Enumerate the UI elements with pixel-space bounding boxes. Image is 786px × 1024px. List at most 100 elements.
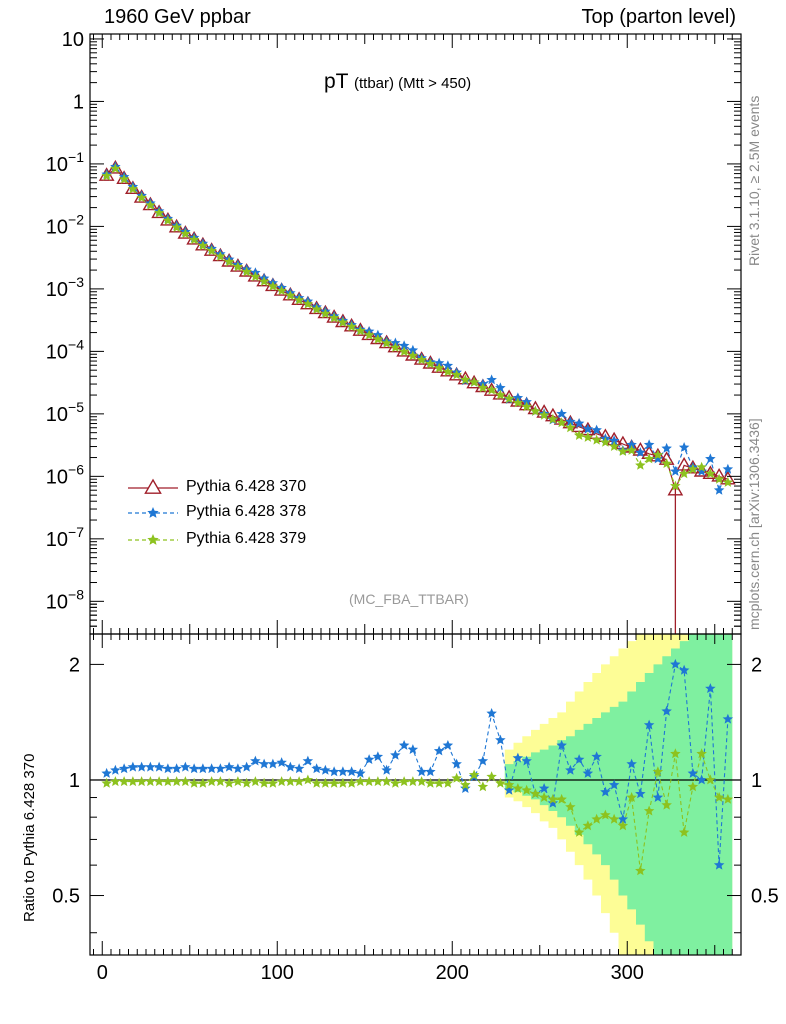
ratio-marker-378 — [311, 763, 322, 774]
main-marker-379 — [390, 342, 401, 352]
main-marker-370 — [457, 370, 474, 385]
main-marker-379 — [311, 303, 322, 314]
main-marker-379 — [722, 476, 734, 487]
ratio-marker-378 — [678, 664, 690, 675]
ratio-marker-379 — [573, 826, 585, 837]
main-marker-379 — [127, 183, 139, 194]
legend-label-378: Pythia 6.428 378 — [186, 503, 307, 520]
ratio-marker-378 — [355, 767, 366, 778]
ratio-ytick-label-right: 0.5 — [751, 886, 779, 908]
main-series-lines — [106, 165, 729, 634]
ratio-band-green — [504, 634, 733, 955]
ratio-marker-378 — [617, 813, 629, 824]
xtick-label: 100 — [261, 962, 294, 984]
ratio-marker-379 — [460, 779, 471, 790]
main-marker-379 — [573, 430, 585, 440]
ratio-marker-379 — [547, 793, 559, 804]
main-marker-379 — [512, 397, 524, 408]
ratio-marker-378 — [206, 763, 217, 774]
ratio-marker-378 — [565, 764, 576, 775]
ratio-marker-379 — [241, 777, 252, 788]
ratio-y-axis-label: Ratio to Pythia 6.428 370 — [21, 753, 38, 922]
ratio-ytick-label-right: 1 — [751, 770, 762, 792]
ratio-marker-379 — [670, 748, 681, 759]
legend-marker-379 — [147, 534, 159, 545]
main-ytick-label: 10−5 — [46, 399, 84, 426]
legend-marker-378 — [147, 507, 159, 518]
ratio-marker-378 — [503, 784, 515, 795]
main-marker-370 — [509, 393, 526, 407]
ratio-marker-378 — [661, 705, 672, 716]
ratio-marker-378 — [258, 758, 270, 769]
header-right: Top (parton level) — [581, 6, 736, 28]
main-marker-379 — [477, 382, 489, 393]
main-series-markers — [98, 159, 736, 496]
ratio-marker-378 — [643, 719, 655, 730]
ratio-marker-378 — [136, 761, 147, 772]
ratio-marker-379 — [425, 777, 436, 788]
ratio-marker-378 — [118, 763, 130, 774]
legend-marker-370 — [144, 478, 162, 494]
legend-label-370: Pythia 6.428 370 — [186, 478, 307, 495]
analysis-tag: (MC_FBA_TTBAR) — [349, 591, 469, 607]
ratio-series-markers — [101, 658, 734, 876]
ratio-marker-378 — [626, 758, 637, 769]
main-marker-378 — [565, 416, 576, 427]
ratio-marker-379 — [477, 781, 489, 792]
ratio-marker-378 — [188, 763, 200, 774]
ratio-marker-379 — [486, 771, 497, 782]
ratio-marker-379 — [565, 801, 576, 812]
main-marker-379 — [302, 298, 314, 309]
ratio-marker-378 — [381, 764, 392, 775]
ratio-marker-379 — [153, 776, 165, 787]
main-marker-379 — [486, 384, 497, 395]
main-marker-379 — [433, 362, 445, 373]
ratio-marker-378 — [328, 766, 340, 777]
main-marker-379 — [363, 329, 375, 340]
main-marker-379 — [495, 389, 506, 400]
main-marker-378 — [573, 418, 585, 428]
main-marker-379 — [241, 266, 252, 277]
main-marker-379 — [608, 441, 620, 451]
ratio-marker-378 — [171, 763, 182, 774]
main-ytick-label: 10−1 — [46, 149, 84, 176]
main-marker-379 — [521, 401, 532, 412]
main-marker-379 — [206, 245, 217, 256]
main-marker-378 — [678, 442, 690, 452]
main-marker-379 — [320, 308, 331, 319]
ratio-marker-379 — [635, 865, 646, 876]
main-ytick-label: 10−3 — [46, 274, 84, 301]
ratio-marker-379 — [215, 776, 226, 787]
ratio-marker-379 — [687, 781, 699, 792]
header-left: 1960 GeV ppbar — [104, 6, 251, 28]
ratio-marker-379 — [407, 776, 419, 787]
ratio-marker-378 — [460, 783, 471, 793]
ratio-marker-379 — [495, 777, 506, 788]
main-marker-370 — [492, 386, 509, 400]
ratio-marker-379 — [713, 792, 725, 802]
ratio-marker-378 — [276, 757, 287, 767]
ratio-marker-379 — [512, 783, 524, 793]
ratio-marker-378 — [127, 761, 139, 772]
ratio-marker-378 — [250, 755, 261, 766]
ratio-marker-379 — [223, 777, 235, 788]
main-marker-378 — [582, 423, 594, 434]
main-marker-378 — [670, 465, 681, 476]
ratio-marker-379 — [582, 820, 594, 831]
ratio-marker-378 — [477, 755, 489, 766]
main-marker-378 — [705, 453, 716, 464]
ratio-marker-378 — [608, 779, 620, 790]
main-marker-379 — [713, 473, 725, 484]
ratio-marker-379 — [302, 774, 314, 785]
main-line-2 — [106, 167, 729, 488]
main-marker-370 — [501, 389, 518, 404]
ratio-marker-378 — [451, 758, 462, 769]
ratio-marker-379 — [162, 776, 174, 787]
ratio-marker-379 — [390, 777, 401, 788]
ratio-frame — [89, 633, 742, 956]
ratio-marker-378 — [521, 755, 532, 766]
main-marker-378 — [652, 453, 664, 464]
ratio-marker-378 — [722, 713, 734, 724]
ratio-marker-378 — [652, 792, 664, 802]
